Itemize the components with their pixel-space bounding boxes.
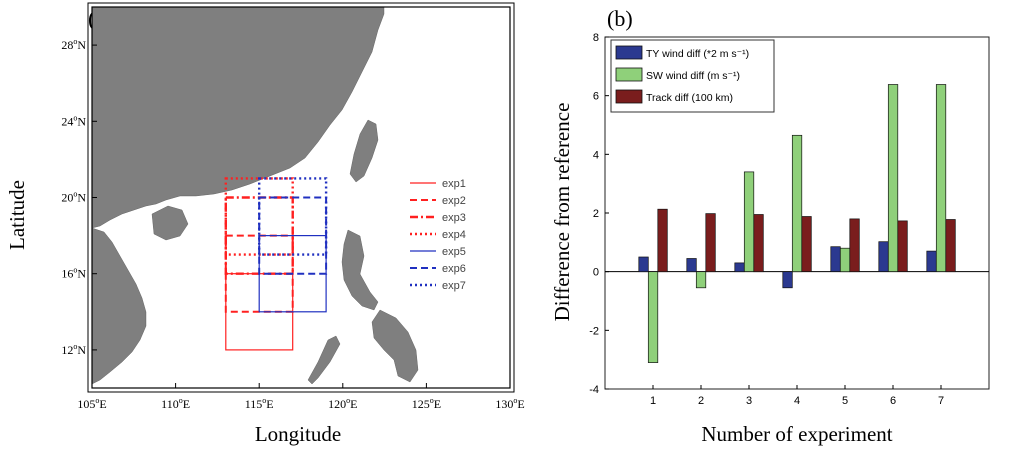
chart-y-tick-label: -2 bbox=[589, 325, 599, 337]
chart-y-tick-label: -4 bbox=[589, 384, 599, 396]
mainland-china bbox=[91, 6, 385, 229]
legend-label-exp-4: exp4 bbox=[442, 229, 466, 241]
legend-items: TY wind diff (*2 m s⁻¹) SW wind diff (m s… bbox=[615, 45, 749, 104]
bar-series-2-exp-6 bbox=[887, 84, 899, 272]
map-x-tick-label: 105oE bbox=[77, 396, 106, 411]
map-y-tick-label: 16oN bbox=[61, 266, 86, 281]
map-y-tick-label: 12oN bbox=[61, 342, 86, 357]
bar-series-1-exp-2 bbox=[686, 258, 697, 273]
experiment-legend: exp1 exp2 exp3 exp4 exp5 exp6 exp7 bbox=[410, 178, 466, 292]
map-x-tick-label: 120oE bbox=[328, 396, 357, 411]
chart-y-tick-label: 6 bbox=[593, 91, 599, 103]
hainan-island bbox=[151, 205, 189, 241]
chart-ylabel: Difference from reference bbox=[550, 103, 574, 322]
philippine-islands bbox=[371, 309, 419, 383]
chart-x-tick-label: 4 bbox=[794, 395, 800, 407]
bar-series-2-exp-5 bbox=[839, 247, 851, 273]
map-y-ticks: 12oN 16oN 20oN 24oN 28oN bbox=[61, 37, 97, 357]
bars bbox=[638, 84, 956, 363]
chart-y-tick-label: 8 bbox=[593, 32, 599, 44]
bar-series-1-exp-5 bbox=[830, 246, 841, 272]
chart-x-tick-label: 5 bbox=[842, 395, 848, 407]
legend-swatch-3 bbox=[615, 89, 643, 104]
land bbox=[91, 6, 419, 385]
map-y-tick-label: 20oN bbox=[61, 190, 86, 205]
map-x-ticks: 105oE 110oE 115oE 120oE 125oE 130oE bbox=[77, 383, 525, 411]
chart-x-ticks: 1 2 3 4 5 6 7 bbox=[650, 385, 944, 407]
bar-series-3-exp-1 bbox=[657, 208, 668, 273]
bar-series-1-exp-1 bbox=[638, 256, 649, 273]
panel-a: (a) Longitude Latitude exp1exp2exp3exp4e… bbox=[5, 2, 525, 446]
bar-series-1-exp-4 bbox=[782, 271, 793, 289]
bar-series-3-exp-5 bbox=[849, 218, 860, 273]
bar-series-3-exp-4 bbox=[801, 216, 812, 272]
bar-series-1-exp-6 bbox=[878, 241, 889, 272]
panel-b-label: (b) bbox=[607, 6, 633, 31]
map-outer-frame bbox=[87, 2, 515, 393]
bar-series-1-exp-3 bbox=[734, 262, 745, 273]
map-x-tick-label: 125oE bbox=[412, 396, 441, 411]
chart-x-tick-label: 3 bbox=[746, 395, 752, 407]
legend-label-exp-5: exp5 bbox=[442, 246, 466, 258]
chart-x-tick-label: 2 bbox=[698, 395, 704, 407]
bar-series-2-exp-1 bbox=[647, 271, 659, 363]
bar-series-3-exp-3 bbox=[753, 214, 764, 273]
palawan-island bbox=[307, 335, 341, 385]
map-y-tick-label: 28oN bbox=[61, 37, 86, 52]
map-y-tick-label: 24oN bbox=[61, 113, 86, 128]
chart-x-tick-label: 6 bbox=[890, 395, 896, 407]
bar-series-3-exp-2 bbox=[705, 213, 716, 273]
panel-b: (b) Difference from reference Number of … bbox=[550, 6, 990, 446]
vietnam-indochina bbox=[91, 227, 147, 385]
map-x-tick-label: 110oE bbox=[161, 396, 190, 411]
bar-series-2-exp-7 bbox=[935, 84, 947, 272]
chart-legend: TY wind diff (*2 m s⁻¹) SW wind diff (m s… bbox=[610, 39, 775, 113]
chart-xlabel: Number of experiment bbox=[701, 422, 892, 446]
luzon-island bbox=[341, 229, 379, 311]
exp-box-6 bbox=[258, 196, 328, 275]
legend-label-exp-6: exp6 bbox=[442, 263, 466, 275]
legend-label-3: Track diff (100 km) bbox=[646, 92, 733, 104]
map-x-tick-label: 115oE bbox=[245, 396, 274, 411]
bar-series-3-exp-6 bbox=[897, 220, 908, 272]
legend-swatch-2 bbox=[615, 67, 643, 82]
bar-series-2-exp-2 bbox=[695, 271, 707, 289]
legend-label-exp-2: exp2 bbox=[442, 195, 466, 207]
legend-label-exp-1: exp1 bbox=[442, 178, 466, 190]
map-ylabel: Latitude bbox=[5, 180, 29, 250]
chart-y-tick-label: 2 bbox=[593, 208, 599, 220]
map-x-tick-label: 130oE bbox=[495, 396, 524, 411]
chart-y-tick-label: 0 bbox=[593, 267, 599, 279]
legend-label-1: TY wind diff (*2 m s⁻¹) bbox=[646, 48, 749, 60]
legend-swatch-1 bbox=[615, 45, 643, 60]
bar-series-2-exp-4 bbox=[791, 134, 803, 273]
legend-label-2: SW wind diff (m s⁻¹) bbox=[646, 70, 740, 82]
bar-series-2-exp-3 bbox=[743, 171, 755, 272]
chart-y-tick-label: 4 bbox=[593, 149, 599, 161]
experiment-boxes bbox=[224, 177, 328, 351]
bar-series-3-exp-7 bbox=[945, 219, 956, 273]
legend-label-exp-7: exp7 bbox=[442, 280, 466, 292]
chart-x-tick-label: 7 bbox=[938, 395, 944, 407]
chart-x-tick-label: 1 bbox=[650, 395, 656, 407]
map-xlabel: Longitude bbox=[255, 422, 341, 446]
bar-series-1-exp-7 bbox=[926, 250, 937, 272]
exp-box-7 bbox=[258, 177, 328, 256]
legend-label-exp-3: exp3 bbox=[442, 212, 466, 224]
taiwan-island bbox=[349, 119, 379, 183]
